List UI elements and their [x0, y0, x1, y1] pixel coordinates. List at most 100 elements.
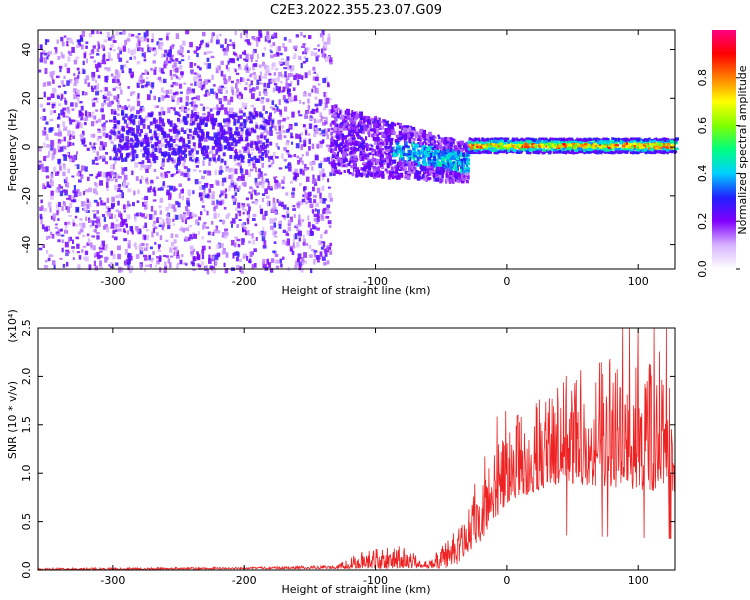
spectrogram-cell: [368, 152, 372, 156]
spectrogram-cell: [228, 43, 232, 47]
spectrogram-cell: [99, 250, 103, 253]
spectrogram-cell: [183, 157, 187, 163]
spectrogram-cell: [93, 142, 96, 146]
spectrogram-cell: [91, 87, 95, 92]
spectrogram-cell: [371, 148, 374, 153]
spectrogram-cell: [311, 224, 315, 230]
spectrogram-cell: [175, 91, 179, 95]
spectrogram-cell: [136, 200, 140, 203]
spectrogram-cell: [215, 149, 218, 155]
spectrogram-cell: [64, 225, 68, 229]
spectrogram-cell: [462, 158, 466, 161]
spectrogram-cell: [224, 268, 229, 274]
spectrogram-cell: [413, 160, 417, 163]
spectrogram-cell: [344, 144, 348, 147]
spectrogram-cell: [156, 259, 160, 265]
spectrogram-cell: [77, 122, 81, 128]
spectrogram-cell: [311, 110, 316, 115]
spectrogram-cell: [254, 263, 257, 268]
spectrogram-cell: [85, 75, 89, 81]
spectrogram-cell: [269, 44, 273, 48]
spectrogram-cell: [182, 142, 186, 147]
spectrogram-cell: [201, 85, 205, 88]
spectrogram-cell: [174, 188, 178, 191]
spectrogram-cell: [211, 191, 215, 196]
spectrogram-cell: [236, 264, 240, 270]
spectrogram-cell: [42, 185, 46, 190]
spectrogram-cell: [391, 128, 394, 134]
spectrogram-cell: [120, 221, 124, 228]
spectrogram-cell: [146, 164, 151, 170]
spectrogram-cell: [223, 98, 227, 102]
spectrogram-cell: [173, 62, 177, 67]
spectrogram-cell: [123, 143, 127, 148]
spectrogram-cell: [363, 127, 367, 132]
spectrogram-cell: [430, 162, 434, 166]
spectrogram-cell: [223, 86, 227, 89]
spectrogram-cell: [86, 204, 90, 209]
spectrogram-cell: [117, 253, 121, 260]
spectrogram-cell: [106, 90, 111, 97]
spectrogram-cell: [126, 37, 131, 42]
spectrogram-cell: [138, 121, 141, 126]
spectrogram-cell: [264, 153, 268, 158]
spectrogram-cell: [45, 155, 49, 158]
spectrogram-cell: [409, 150, 412, 154]
spectrogram-cell: [162, 134, 166, 139]
spectrogram-cell: [90, 49, 94, 55]
spectrogram-cell: [94, 156, 98, 161]
spectrogram-cell: [146, 143, 150, 148]
spectrogram-cell: [164, 174, 169, 178]
spectrogram-cell: [317, 55, 320, 58]
spectrogram-cell: [351, 128, 355, 133]
spectrogram-cell: [331, 154, 335, 157]
spectrogram-cell: [328, 109, 333, 115]
spectrogram-cell: [453, 145, 457, 148]
spectrogram-cell: [184, 106, 187, 110]
spectrogram-cell: [112, 163, 115, 170]
spectrogram-cell: [565, 151, 568, 155]
spectrogram-cell: [275, 176, 278, 179]
spectrogram-cell: [250, 73, 254, 76]
spectrogram-cell: [358, 128, 362, 134]
spectrogram-cell: [106, 97, 110, 102]
spectrogram-cell: [322, 45, 325, 52]
spectrogram-cell: [141, 52, 144, 57]
spectrogram-cell: [405, 125, 410, 129]
spectrogram-cell: [76, 243, 80, 249]
spectrogram-cell: [80, 37, 84, 42]
spectrogram-cell: [95, 175, 98, 179]
spectrogram-cell: [64, 241, 69, 248]
spectrogram-cell: [112, 78, 116, 83]
spectrogram-cell: [445, 142, 450, 147]
spectrogram-cell: [236, 79, 239, 83]
spectrogram-cell: [215, 203, 219, 208]
spectrogram-cell: [451, 171, 456, 174]
spectrogram-cell: [163, 254, 167, 257]
spectrogram-cell: [340, 157, 344, 160]
spectrogram-cell: [43, 142, 46, 148]
spectrogram-cell: [377, 117, 380, 122]
spectrogram-cell: [402, 146, 406, 150]
spectrogram-cell: [179, 228, 183, 232]
spectrogram-cell: [234, 142, 238, 147]
spectrogram-cell: [161, 135, 165, 141]
spectrogram-cell: [272, 62, 276, 67]
spectrogram-cell: [319, 192, 322, 199]
spectrogram-cell: [379, 142, 383, 147]
spectrogram-cell: [114, 214, 117, 219]
spectrogram-cell: [634, 147, 638, 150]
spectrogram-cell: [217, 141, 221, 146]
spectrogram-cell: [259, 134, 263, 139]
spectrogram-cell: [79, 218, 83, 221]
spectrogram-cell: [166, 158, 170, 163]
spectrogram-cell: [153, 220, 156, 225]
spectrogram-cell: [129, 255, 133, 261]
spectrogram-cell: [355, 132, 359, 136]
spectrogram-cell: [119, 157, 123, 161]
spectrogram-cell: [425, 142, 428, 146]
spectrogram-cell: [83, 256, 87, 261]
spectrogram-cell: [454, 161, 458, 165]
spectrogram-cell: [412, 138, 416, 141]
spectrogram-cell: [119, 86, 122, 90]
